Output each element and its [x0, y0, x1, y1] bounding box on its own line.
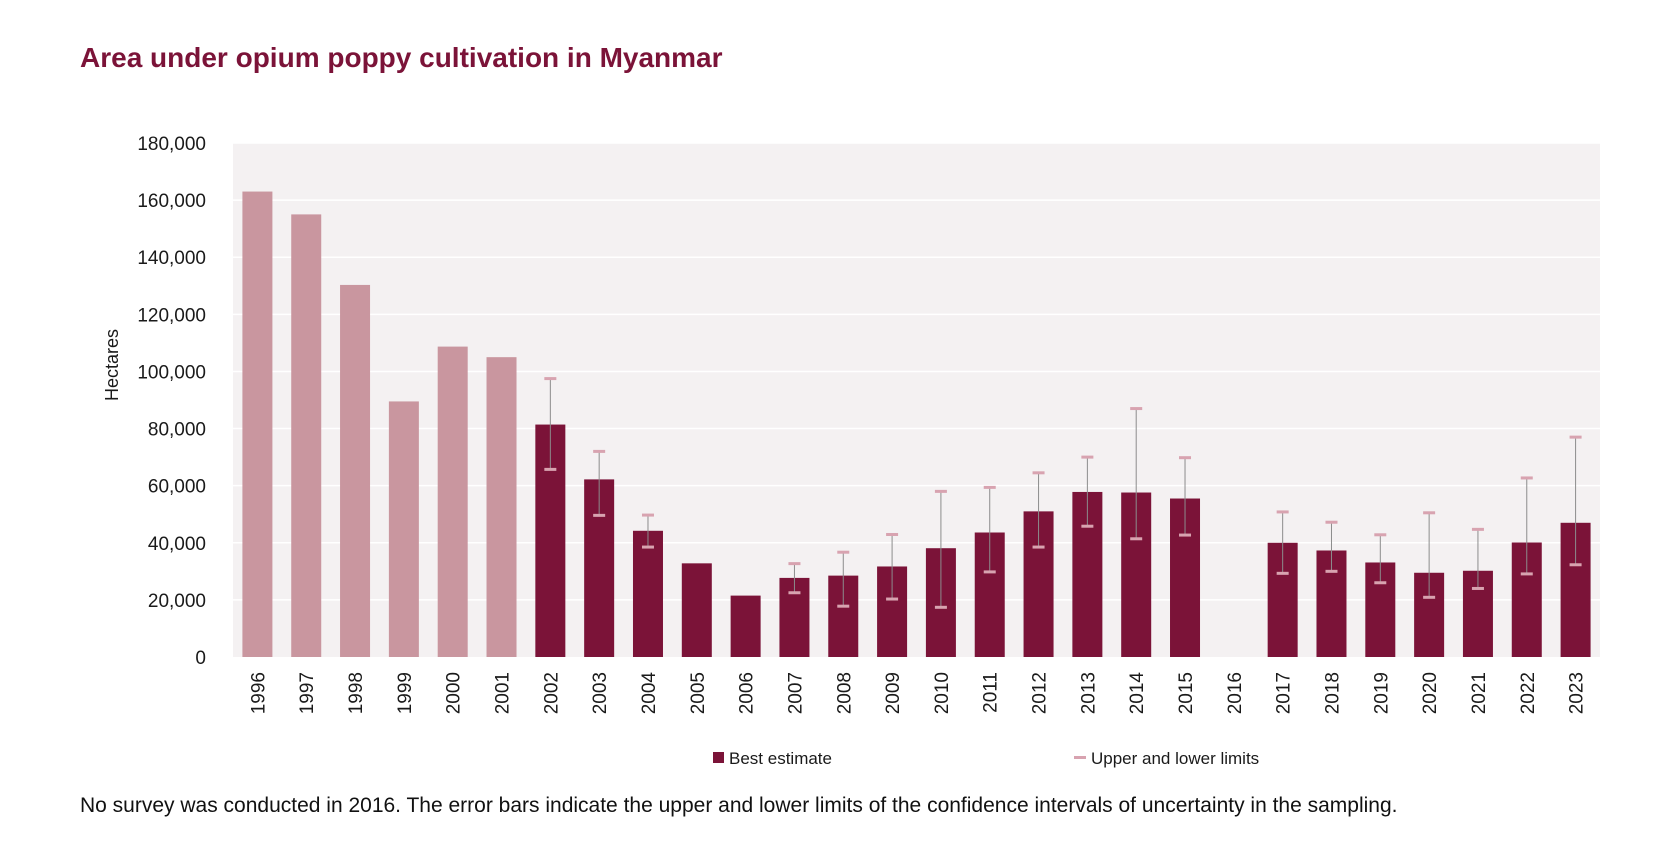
x-tick-label: 2012 [1030, 672, 1051, 714]
lower-limit-mark [1374, 581, 1387, 585]
lower-limit-mark [934, 605, 947, 609]
x-tick-label: 2011 [981, 672, 1002, 713]
lower-limit-mark [1325, 569, 1338, 573]
bar [340, 284, 371, 657]
x-tick-label: 2016 [1225, 672, 1246, 714]
upper-limit-mark [641, 513, 654, 517]
y-axis-label: Hectares [102, 329, 122, 401]
y-tick-label: 180,000 [137, 134, 206, 155]
x-tick-label: 2007 [785, 672, 806, 714]
x-tick-label: 2006 [737, 672, 758, 714]
y-tick-label: 0 [195, 648, 206, 669]
x-tick-label: 2018 [1322, 672, 1343, 714]
bar [730, 595, 761, 657]
y-tick-label: 80,000 [148, 420, 206, 441]
upper-limit-mark [983, 485, 996, 489]
x-tick-label: 2021 [1469, 672, 1490, 714]
x-tick-label: 2019 [1371, 672, 1392, 714]
chart-title: Area under opium poppy cultivation in My… [80, 42, 723, 73]
legend-label-limits: Upper and lower limits [1091, 749, 1259, 768]
upper-limit-mark [1081, 455, 1094, 459]
bar-chart: 0 20,000 40,000 60,000 80,000 100,000 120,000 1… [102, 134, 1600, 768]
x-tick-label: 2013 [1078, 672, 1099, 714]
legend-swatch-best-estimate [713, 752, 724, 763]
lower-limit-mark [1179, 533, 1192, 537]
upper-limit-mark [1325, 520, 1338, 524]
lower-limit-mark [1032, 545, 1045, 549]
y-tick-label: 120,000 [137, 305, 206, 326]
legend-label-best-estimate: Best estimate [729, 749, 832, 768]
lower-limit-mark [1423, 595, 1436, 599]
upper-limit-mark [1179, 456, 1192, 460]
lower-limit-mark [983, 570, 996, 574]
lower-limit-mark [544, 467, 557, 471]
x-tick-label: 2014 [1127, 672, 1148, 715]
lower-limit-mark [1471, 586, 1484, 590]
x-tick-label: 2003 [590, 672, 611, 714]
x-tick-label: 2004 [639, 672, 660, 715]
x-tick-label: 2020 [1420, 672, 1441, 714]
upper-limit-mark [1130, 407, 1143, 411]
x-tick-label: 2009 [883, 672, 904, 714]
y-axis: 0 20,000 40,000 60,000 80,000 100,000 120,000 1… [137, 134, 206, 669]
legend: Best estimate Upper and lower limits [713, 749, 1259, 768]
x-tick-label: 2008 [834, 672, 855, 714]
x-tick-label: 2017 [1274, 672, 1295, 714]
x-tick-label: 1998 [346, 672, 367, 714]
bar [632, 530, 663, 657]
lower-limit-mark [1520, 572, 1533, 576]
bar [388, 401, 419, 657]
y-tick-label: 100,000 [137, 362, 206, 383]
y-tick-label: 60,000 [148, 477, 206, 498]
x-tick-label: 2023 [1567, 672, 1588, 714]
bar [291, 214, 322, 657]
lower-limit-mark [1276, 571, 1289, 575]
x-axis: 1996 1997 1998 1999 2000 2001 2002 2003 2004 2005… [248, 672, 1587, 715]
x-tick-label: 1996 [248, 672, 269, 714]
upper-limit-mark [544, 377, 557, 381]
upper-limit-mark [1569, 435, 1582, 439]
x-tick-label: 2005 [688, 672, 709, 714]
upper-limit-mark [593, 449, 606, 453]
bar [681, 563, 712, 657]
upper-limit-mark [934, 489, 947, 493]
upper-limit-mark [1423, 511, 1436, 515]
legend-swatch-limits [1074, 756, 1086, 759]
lower-limit-mark [1081, 524, 1094, 528]
x-tick-label: 2000 [444, 672, 465, 714]
x-tick-label: 2022 [1518, 672, 1539, 714]
upper-limit-mark [1471, 527, 1484, 531]
x-tick-label: 2002 [541, 672, 562, 714]
x-tick-label: 2015 [1176, 672, 1197, 714]
lower-limit-mark [1569, 563, 1582, 567]
y-tick-label: 160,000 [137, 191, 206, 212]
y-tick-label: 140,000 [137, 248, 206, 269]
upper-limit-mark [1374, 533, 1387, 537]
error-bars [544, 377, 1582, 609]
y-tick-label: 20,000 [148, 591, 206, 612]
lower-limit-mark [837, 604, 850, 608]
upper-limit-mark [886, 532, 899, 536]
x-tick-label: 2001 [493, 672, 514, 714]
lower-limit-mark [788, 591, 801, 595]
bar [437, 346, 468, 657]
bar [242, 191, 273, 658]
upper-limit-mark [1276, 510, 1289, 514]
footnote: No survey was conducted in 2016. The err… [80, 794, 1398, 817]
bars [242, 191, 1591, 658]
lower-limit-mark [641, 545, 654, 549]
upper-limit-mark [1520, 476, 1533, 480]
lower-limit-mark [593, 513, 606, 517]
y-tick-label: 40,000 [148, 534, 206, 555]
x-tick-label: 2010 [932, 672, 953, 714]
upper-limit-mark [788, 562, 801, 566]
upper-limit-mark [837, 550, 850, 554]
upper-limit-mark [1032, 471, 1045, 475]
bar [486, 357, 517, 657]
lower-limit-mark [886, 597, 899, 601]
x-tick-label: 1999 [395, 672, 416, 714]
lower-limit-mark [1130, 537, 1143, 541]
x-tick-label: 1997 [297, 672, 318, 714]
